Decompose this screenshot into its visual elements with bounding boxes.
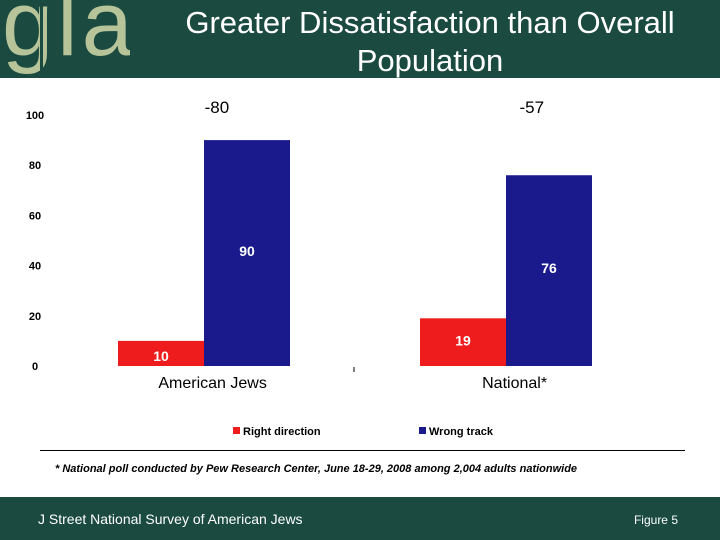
legend-label: Right direction <box>243 426 321 438</box>
legend-label: Wrong track <box>429 426 494 438</box>
legend-swatch <box>233 427 240 434</box>
footnote-divider <box>40 450 685 451</box>
bar-right-direction <box>420 318 506 366</box>
bar-value-labels: 10 90 19 76 <box>153 243 557 364</box>
net-label: -57 <box>520 98 545 117</box>
legend: Right direction Wrong track <box>233 426 494 438</box>
bar-wrong-track <box>204 140 290 366</box>
y-tick-label: 20 <box>29 311 41 323</box>
y-tick-label: 60 <box>29 210 41 222</box>
y-tick-label: 40 <box>29 261 41 273</box>
header-bar: gla Greater Dissatisfaction than Overall… <box>0 0 720 78</box>
y-axis: 0 20 40 60 80 100 <box>26 110 44 373</box>
bar-wrong-track <box>506 175 592 366</box>
y-tick-label: 0 <box>32 361 38 373</box>
legend-swatch <box>419 427 426 434</box>
bar-value-label: 76 <box>541 260 557 276</box>
logo-text: gla <box>2 0 130 75</box>
figure-number: Figure 5 <box>633 513 678 527</box>
bar-value-label: 19 <box>455 332 471 348</box>
x-axis-categories: American Jews National* <box>158 375 547 392</box>
logo-divider <box>78 0 81 78</box>
title-line-2: Population <box>356 43 504 78</box>
y-tick-label: 100 <box>26 110 44 122</box>
gla-logo: gla <box>0 0 130 78</box>
x-category-label: American Jews <box>158 375 266 392</box>
y-tick-label: 80 <box>29 160 41 172</box>
footnote: * National poll conducted by Pew Researc… <box>55 463 578 475</box>
page-title: Greater Dissatisfaction than Overall Pop… <box>140 4 720 80</box>
logo-divider <box>40 0 43 78</box>
bar-series <box>118 140 592 366</box>
bar-value-label: 90 <box>239 243 255 259</box>
footer-source: J Street National Survey of American Jew… <box>38 511 303 527</box>
title-line-1: Greater Dissatisfaction than Overall <box>185 5 675 40</box>
net-label: -80 <box>205 98 230 117</box>
bar-chart: 0 20 40 60 80 100 10 90 19 76 -80 -57 American Je… <box>26 98 592 438</box>
net-labels: -80 -57 <box>205 98 544 117</box>
bar-value-label: 10 <box>153 348 169 364</box>
x-category-label: National* <box>482 375 547 392</box>
bar-right-direction <box>118 340 204 366</box>
footer-bar: J Street National Survey of American Jew… <box>0 497 720 540</box>
